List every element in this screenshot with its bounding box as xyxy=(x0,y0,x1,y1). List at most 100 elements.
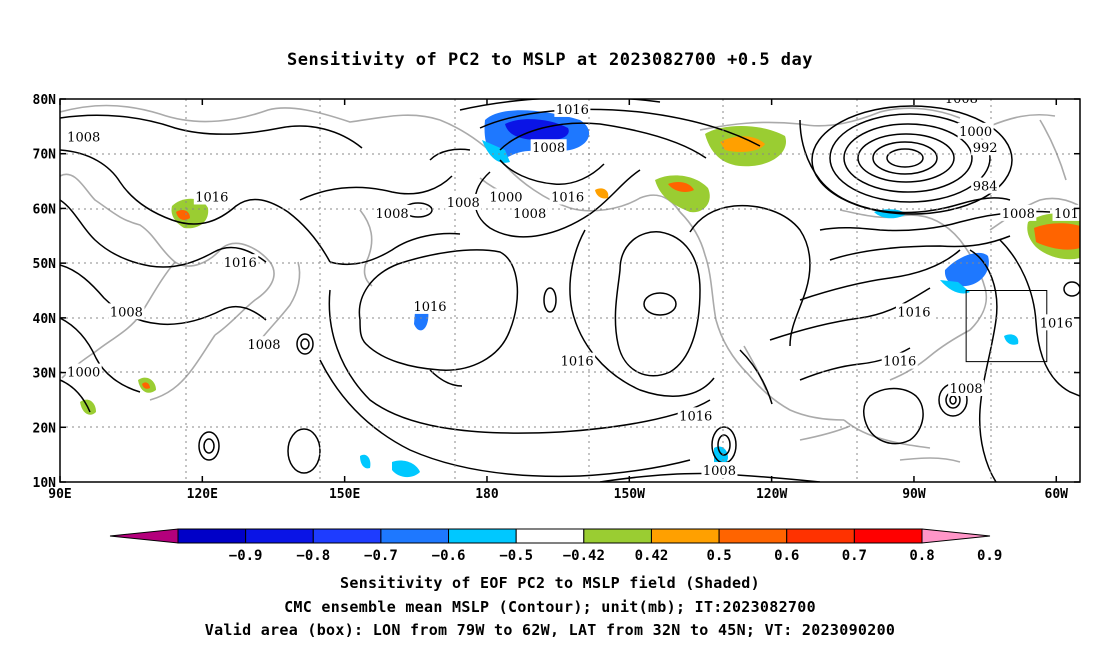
contour-label: 1016 xyxy=(412,297,449,315)
lat-label: 80N xyxy=(33,93,57,108)
colorbar-label: 0.9 xyxy=(977,548,1002,564)
colorbar-swatch xyxy=(650,528,720,544)
shade-positive-yukon-core xyxy=(668,182,694,192)
contour-label-text: 1016 xyxy=(413,300,446,315)
contour-label-text: 1000 xyxy=(959,125,992,140)
contour-label: 1008 xyxy=(445,193,482,211)
contour-label: 1016 xyxy=(554,100,591,118)
contour-label: 1016 xyxy=(549,188,586,205)
lon-label: 180 xyxy=(475,487,499,502)
contour-label-text: 1008 xyxy=(513,207,546,222)
colorbar-swatch xyxy=(312,528,382,544)
contour-label: 1016 xyxy=(895,303,932,320)
colorbar-swatch xyxy=(583,528,652,544)
lon-label: 60W xyxy=(1045,487,1069,502)
axis-ticks xyxy=(59,98,1080,483)
contour-label-text: 1000 xyxy=(67,366,100,381)
lon-label: 90E xyxy=(48,487,71,502)
contour-label-text: 1008 xyxy=(110,305,143,320)
contour-label: 1016 xyxy=(193,188,230,205)
contour-label-text: 1016 xyxy=(679,409,712,424)
contour-label-text: 984 xyxy=(973,180,998,195)
colorbar-label: −0.9 xyxy=(229,548,263,564)
lon-label: 150E xyxy=(329,487,360,502)
lon-label: 120E xyxy=(187,487,218,502)
shade-positive-bering xyxy=(595,188,609,199)
colorbar-swatch xyxy=(245,528,314,544)
shade-negative-trop1 xyxy=(392,460,420,478)
contour-label: 1016 xyxy=(222,254,259,271)
colorbar-label: 0.6 xyxy=(774,548,799,564)
contour-label: 1000 xyxy=(487,188,524,205)
contour-label: 1008 xyxy=(530,139,567,156)
colorbar-min-triangle xyxy=(109,528,179,544)
shade-positive-alaska-core xyxy=(720,136,765,152)
colorbar-swatch xyxy=(515,528,585,544)
lon-axis-labels: 90E 120E 150E 180 150W 120W 90W 60W xyxy=(48,487,1068,502)
lon-label: 120W xyxy=(756,487,787,502)
colorbar-swatch xyxy=(448,528,517,544)
colorbar-swatch xyxy=(786,528,855,544)
contour-label: 1008 xyxy=(948,379,985,397)
contour-label-text: 1016 xyxy=(561,355,594,370)
map-frame xyxy=(59,98,1081,483)
contour-label-text: 1016 xyxy=(1054,207,1087,222)
contour-label: 1008 xyxy=(511,204,548,222)
contour-label-text: 1008 xyxy=(247,338,280,353)
map-title: Sensitivity of PC2 to MSLP at 2023082700… xyxy=(286,50,813,70)
contour-label: 1008 xyxy=(943,99,980,107)
lat-label: 70N xyxy=(33,148,57,163)
colorbar-swatch xyxy=(177,528,247,544)
colorbar-label: −0.6 xyxy=(432,548,466,564)
shade-positive-china-core xyxy=(142,382,150,389)
shade-negative-usne-edge xyxy=(940,280,970,294)
lat-label: 30N xyxy=(33,367,57,382)
sensitivity-shading xyxy=(80,110,1080,478)
contour-label-text: 1016 xyxy=(195,190,228,205)
contour-label-text: 1016 xyxy=(883,355,916,370)
shade-positive-siberia xyxy=(171,198,209,229)
contour-label: 1008 xyxy=(246,336,282,353)
caption-line-3: Valid area (box): LON from 79W to 62W, L… xyxy=(204,621,896,639)
lat-label: 20N xyxy=(33,421,57,436)
lat-label: 50N xyxy=(33,257,57,272)
lat-label: 60N xyxy=(33,202,57,217)
shade-negative-caribbean xyxy=(1004,334,1019,345)
colorbar-label: 0.7 xyxy=(842,548,867,564)
contour-label-text: 1008 xyxy=(376,207,409,222)
contour-label: 1016 xyxy=(1038,314,1075,331)
contour-label: 984 xyxy=(971,177,1000,195)
caption-line-2: CMC ensemble mean MSLP (Contour); unit(m… xyxy=(284,598,816,616)
colorbar-label: 0.8 xyxy=(909,548,934,564)
shade-negative-trop2 xyxy=(360,454,371,469)
lat-axis-labels: 80N 70N 60N 50N 40N 30N 20N 10N xyxy=(33,93,57,491)
contour-label: 1008 xyxy=(65,128,102,145)
contour-label-text: 1016 xyxy=(224,256,257,271)
contour-label-text: 1008 xyxy=(447,196,480,211)
shade-positive-siberia-core xyxy=(176,210,190,220)
colorbar-swatch xyxy=(718,528,788,544)
contour-label: 1008 xyxy=(701,462,738,479)
colorbar-label: −0.42 xyxy=(563,548,605,564)
contour-label-text: 1008 xyxy=(950,382,983,397)
contour-label-text: 1008 xyxy=(1002,207,1035,222)
contour-label-text: 1016 xyxy=(551,190,584,205)
contour-label: 1016 xyxy=(1052,204,1087,222)
colorbar-label: −0.5 xyxy=(499,548,533,564)
contour-label: 1016 xyxy=(677,407,714,424)
contour-label: 1000 xyxy=(65,363,102,381)
contour-label-text: 1008 xyxy=(703,464,736,479)
contour-label-text: 1008 xyxy=(532,141,565,156)
shade-negative-edge xyxy=(482,140,510,163)
colorbar-swatch xyxy=(380,528,450,544)
colorbar-swatch xyxy=(853,528,923,544)
contour-label-text: 1008 xyxy=(67,130,100,145)
contour-label: 992 xyxy=(971,139,1000,156)
caption-line-1: Sensitivity of EOF PC2 to MSLP field (Sh… xyxy=(340,574,760,592)
colorbar-label: −0.7 xyxy=(364,548,398,564)
colorbar-max-triangle xyxy=(921,528,991,544)
colorbar-label: 0.5 xyxy=(706,548,731,564)
lon-label: 150W xyxy=(614,487,645,502)
lat-label: 40N xyxy=(33,312,57,327)
